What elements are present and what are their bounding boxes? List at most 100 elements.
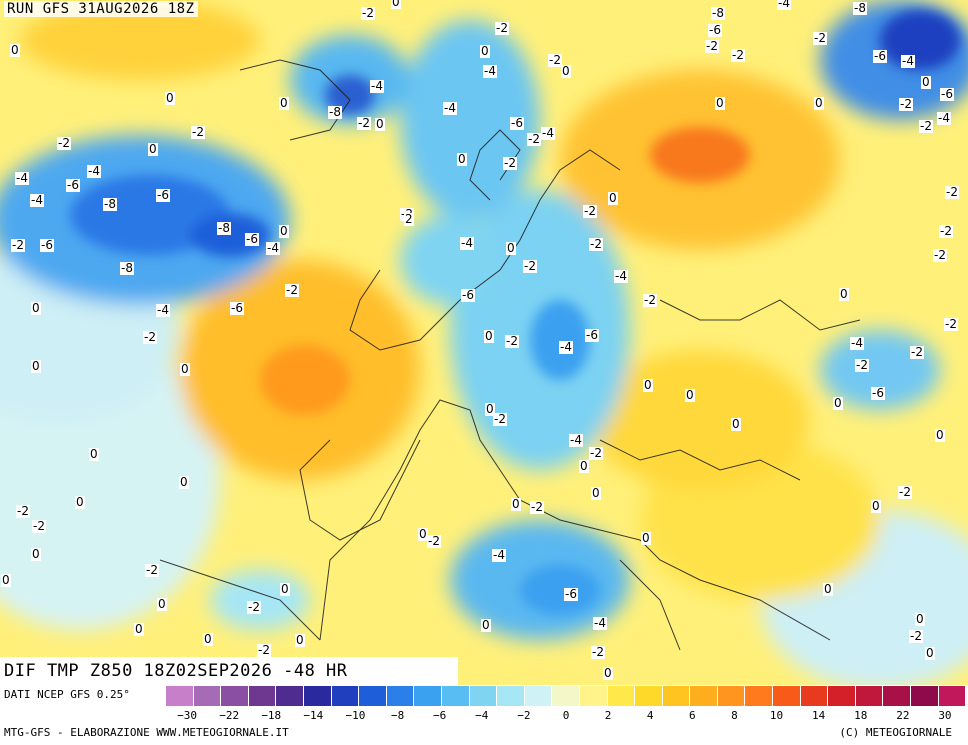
- contour-label: 0: [608, 191, 618, 205]
- contour-label: -6: [708, 23, 722, 37]
- contour-label: -2: [909, 629, 923, 643]
- contour-label: 0: [295, 633, 305, 647]
- contour-label: 0: [375, 117, 385, 131]
- scale-tick-label: 22: [896, 709, 910, 722]
- contour-label: -4: [492, 548, 506, 562]
- color-swatch: [607, 686, 636, 706]
- color-swatch: [662, 686, 691, 706]
- color-swatch: [552, 686, 580, 706]
- contour-label: 0: [148, 142, 158, 156]
- scale-tick-label: 2: [604, 709, 612, 722]
- contour-label: 0: [915, 612, 925, 626]
- contour-label: -2: [247, 600, 261, 614]
- contour-label: 0: [731, 417, 741, 431]
- contour-label: -4: [541, 126, 555, 140]
- contour-label: -2: [145, 563, 159, 577]
- contour-label: -6: [66, 178, 80, 192]
- contour-label: 0: [839, 287, 849, 301]
- scale-tick-label: −10: [345, 709, 366, 722]
- contour-label: -6: [156, 188, 170, 202]
- contour-label: 0: [203, 632, 213, 646]
- contour-label: 0: [484, 329, 494, 343]
- contour-label: -2: [57, 136, 71, 150]
- scale-tick-label: 30: [938, 709, 952, 722]
- contour-label: 0: [480, 44, 490, 58]
- contour-label: -2: [143, 330, 157, 344]
- map-area: RUN GFS 31AUG2026 18Z -2 0 -8 -8 -4 -2 0 -6 -2 -2…: [0, 0, 968, 685]
- contour-label: 0: [89, 447, 99, 461]
- contour-label: -2: [357, 116, 371, 130]
- contour-label: -4: [569, 433, 583, 447]
- contour-label: -2: [505, 334, 519, 348]
- color-swatch: [524, 686, 553, 706]
- contour-label: -4: [614, 269, 628, 283]
- scale-tick-label: −6: [433, 709, 447, 722]
- color-swatch: [911, 686, 939, 706]
- contour-label: -2: [548, 53, 562, 67]
- scale-tick-label: −22: [219, 709, 240, 722]
- contour-label: -2: [945, 185, 959, 199]
- contour-label: -4: [483, 64, 497, 78]
- color-swatch: [359, 686, 387, 706]
- contour-label: 0: [10, 43, 20, 57]
- contour-label: 0: [31, 301, 41, 315]
- contour-label: -2: [427, 534, 441, 548]
- color-swatch: [193, 686, 222, 706]
- contour-label: 0: [391, 0, 401, 9]
- contour-label: -2: [933, 248, 947, 262]
- contour-label: -2: [643, 293, 657, 307]
- color-swatch: [469, 686, 498, 706]
- contour-label: 0: [561, 64, 571, 78]
- contour-label: -4: [593, 616, 607, 630]
- color-swatch: [441, 686, 470, 706]
- credit-left: MTG-GFS - ELABORAZIONE WWW.METEOGIORNALE…: [4, 726, 289, 739]
- color-swatch: [414, 686, 442, 706]
- contour-label: -2: [591, 645, 605, 659]
- color-scale-ticks: −30 −22 −18 −14 −10 −8 −6 −4 −2 0 2 4 6 8 10 14 18 22 30: [166, 709, 966, 723]
- color-swatch: [497, 686, 525, 706]
- color-swatch: [303, 686, 332, 706]
- color-scale: [166, 686, 967, 708]
- contour-label: -4: [777, 0, 791, 10]
- contour-label: -2: [257, 643, 271, 657]
- contour-label: -6: [564, 587, 578, 601]
- contour-label: 0: [833, 396, 843, 410]
- contour-label: 0: [871, 499, 881, 513]
- color-swatch: [855, 686, 884, 706]
- contour-label: 0: [579, 459, 589, 473]
- contour-label: 0: [165, 91, 175, 105]
- contour-label: 0: [279, 224, 289, 238]
- scale-tick-label: 10: [769, 709, 784, 722]
- contour-label: 0: [511, 497, 521, 511]
- scale-tick-label: 8: [731, 709, 738, 722]
- contour-label: 0: [485, 402, 495, 416]
- contour-label: 0: [418, 527, 428, 541]
- color-swatch: [221, 686, 249, 706]
- contour-label: -8: [217, 221, 231, 235]
- contour-label: -2: [11, 238, 25, 252]
- contour-label: -4: [850, 336, 864, 350]
- contour-label: -2: [495, 21, 509, 35]
- color-swatch: [386, 686, 415, 706]
- contour-label: 0: [179, 475, 189, 489]
- contour-label: -6: [873, 49, 887, 63]
- contour-label: 2: [404, 212, 414, 226]
- contour-label: -2: [523, 259, 537, 273]
- contour-label: 0: [31, 359, 41, 373]
- color-swatch: [938, 686, 967, 706]
- contour-label: -4: [460, 236, 474, 250]
- contour-label: 0: [506, 241, 516, 255]
- contour-label: -2: [503, 156, 517, 170]
- color-swatch: [579, 686, 608, 706]
- color-swatch: [717, 686, 746, 706]
- contour-label: -4: [559, 340, 573, 354]
- contour-label: 0: [641, 531, 651, 545]
- contour-label: -4: [15, 171, 29, 185]
- contour-label: 0: [134, 622, 144, 636]
- contour-label: -2: [16, 504, 30, 518]
- scale-tick-label: 6: [689, 709, 696, 722]
- contour-label: -2: [813, 31, 827, 45]
- map-title: DIF TMP Z850 18Z02SEP2026 -48 HR: [0, 657, 458, 685]
- scale-tick-label: 14: [812, 709, 826, 722]
- contour-label: -6: [871, 386, 885, 400]
